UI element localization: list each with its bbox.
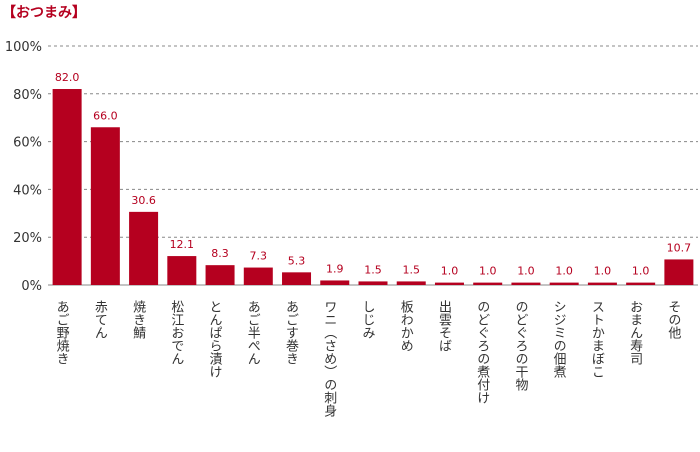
bar-value-label: 1.0: [479, 265, 497, 278]
bar-value-label: 8.3: [211, 247, 229, 260]
category-label: ワニ（さめ）の刺身: [321, 300, 337, 418]
category-label: 出雲そば: [436, 300, 452, 352]
bar: [129, 211, 159, 285]
category-label: のどぐろの煮付け: [474, 300, 490, 404]
y-tick-label: 20%: [13, 231, 42, 246]
bar: [587, 282, 617, 285]
bar: [434, 282, 464, 285]
category-label: その他: [665, 300, 681, 340]
bar-value-label: 12.1: [170, 238, 195, 251]
category-label: とんぱら漬け: [207, 300, 223, 378]
category-label: シジミの佃煮: [551, 300, 567, 379]
bar-value-label: 1.0: [441, 265, 459, 278]
bar: [90, 127, 120, 285]
category-label: あごす巻き: [283, 300, 299, 365]
bar: [626, 282, 656, 285]
bar-value-label: 1.0: [594, 265, 612, 278]
category-label: 焼き鯖: [130, 300, 146, 339]
bar: [320, 280, 350, 285]
y-tick-label: 80%: [13, 88, 42, 103]
bar-value-label: 1.0: [632, 265, 650, 278]
bar-value-label: 30.6: [131, 194, 156, 207]
chart-title: 【おつまみ】: [2, 5, 86, 21]
bar: [664, 259, 694, 285]
bar: [243, 267, 273, 285]
bar: [473, 282, 503, 285]
bar: [549, 282, 579, 285]
y-tick-label: 60%: [13, 136, 42, 151]
bar: [205, 265, 235, 285]
category-label: 松江おでん: [168, 300, 184, 365]
bar-value-label: 1.0: [517, 265, 535, 278]
bar: [167, 256, 197, 285]
category-label: しじみ: [360, 300, 375, 339]
category-label: 赤てん: [92, 300, 108, 339]
y-tick-label: 100%: [5, 40, 42, 55]
category-label: あご野焼き: [54, 300, 70, 365]
bar: [511, 282, 541, 285]
y-tick-label: 40%: [13, 183, 42, 198]
bar-value-label: 82.0: [55, 71, 80, 84]
bar: [282, 272, 312, 285]
category-label: あご半ぺん: [245, 300, 261, 365]
bar-value-label: 1.9: [326, 262, 344, 275]
bar-value-label: 1.5: [364, 263, 382, 276]
bar-value-label: 66.0: [93, 109, 118, 122]
bar: [358, 281, 388, 285]
category-label: のどぐろの干物: [512, 300, 528, 392]
bar-value-label: 10.7: [667, 241, 692, 254]
bar: [396, 281, 426, 285]
bar-value-label: 5.3: [288, 254, 306, 267]
bar-value-label: 7.3: [250, 250, 268, 263]
category-label: おまん寿司: [627, 300, 643, 365]
category-label: 板わかめ: [398, 300, 414, 352]
category-label: ストかまぼこ: [589, 300, 604, 378]
bar: [52, 89, 82, 286]
y-tick-label: 0%: [21, 279, 42, 294]
bar-value-label: 1.0: [555, 265, 573, 278]
bar-value-label: 1.5: [402, 263, 420, 276]
